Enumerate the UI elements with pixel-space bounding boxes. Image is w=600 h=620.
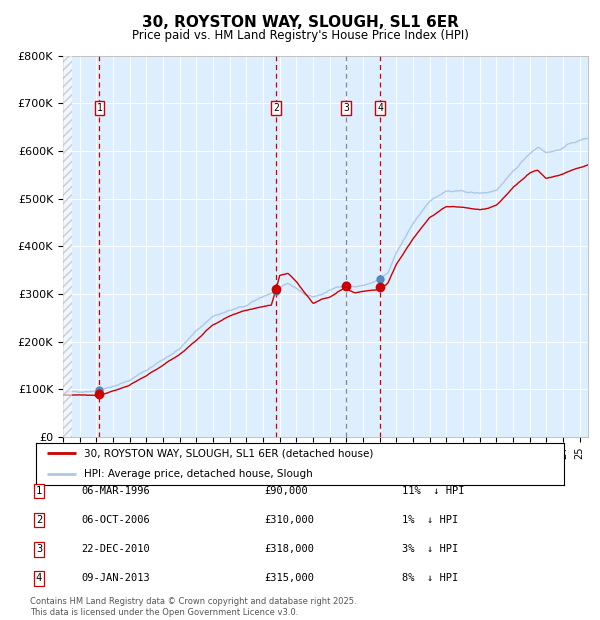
Text: 3%  ↓ HPI: 3% ↓ HPI bbox=[402, 544, 458, 554]
Text: Contains HM Land Registry data © Crown copyright and database right 2025.
This d: Contains HM Land Registry data © Crown c… bbox=[30, 598, 356, 617]
Text: 22-DEC-2010: 22-DEC-2010 bbox=[81, 544, 150, 554]
Text: 3: 3 bbox=[343, 103, 349, 113]
Text: 4: 4 bbox=[377, 103, 383, 113]
Text: £315,000: £315,000 bbox=[264, 574, 314, 583]
Text: 4: 4 bbox=[36, 574, 42, 583]
Text: £90,000: £90,000 bbox=[264, 486, 308, 496]
Text: 11%  ↓ HPI: 11% ↓ HPI bbox=[402, 486, 464, 496]
Text: 3: 3 bbox=[36, 544, 42, 554]
Text: £310,000: £310,000 bbox=[264, 515, 314, 525]
Text: 30, ROYSTON WAY, SLOUGH, SL1 6ER: 30, ROYSTON WAY, SLOUGH, SL1 6ER bbox=[142, 15, 458, 30]
Text: 30, ROYSTON WAY, SLOUGH, SL1 6ER (detached house): 30, ROYSTON WAY, SLOUGH, SL1 6ER (detach… bbox=[83, 448, 373, 458]
Bar bbox=[63, 56, 72, 437]
Text: 8%  ↓ HPI: 8% ↓ HPI bbox=[402, 574, 458, 583]
Text: 2: 2 bbox=[273, 103, 279, 113]
Text: £318,000: £318,000 bbox=[264, 544, 314, 554]
Text: HPI: Average price, detached house, Slough: HPI: Average price, detached house, Slou… bbox=[83, 469, 312, 479]
Text: 1: 1 bbox=[97, 103, 102, 113]
Text: 2: 2 bbox=[36, 515, 42, 525]
Text: 06-MAR-1996: 06-MAR-1996 bbox=[81, 486, 150, 496]
Text: 1: 1 bbox=[36, 486, 42, 496]
Text: 1%  ↓ HPI: 1% ↓ HPI bbox=[402, 515, 458, 525]
Text: Price paid vs. HM Land Registry's House Price Index (HPI): Price paid vs. HM Land Registry's House … bbox=[131, 29, 469, 42]
Text: 09-JAN-2013: 09-JAN-2013 bbox=[81, 574, 150, 583]
Text: 06-OCT-2006: 06-OCT-2006 bbox=[81, 515, 150, 525]
